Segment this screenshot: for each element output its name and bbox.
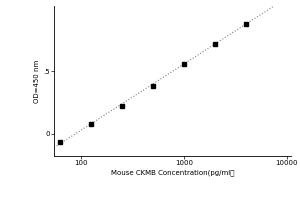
Y-axis label: OD=450 nm: OD=450 nm <box>34 59 40 103</box>
X-axis label: Mouse CKMB Concentration(pg/ml）: Mouse CKMB Concentration(pg/ml） <box>111 169 234 176</box>
